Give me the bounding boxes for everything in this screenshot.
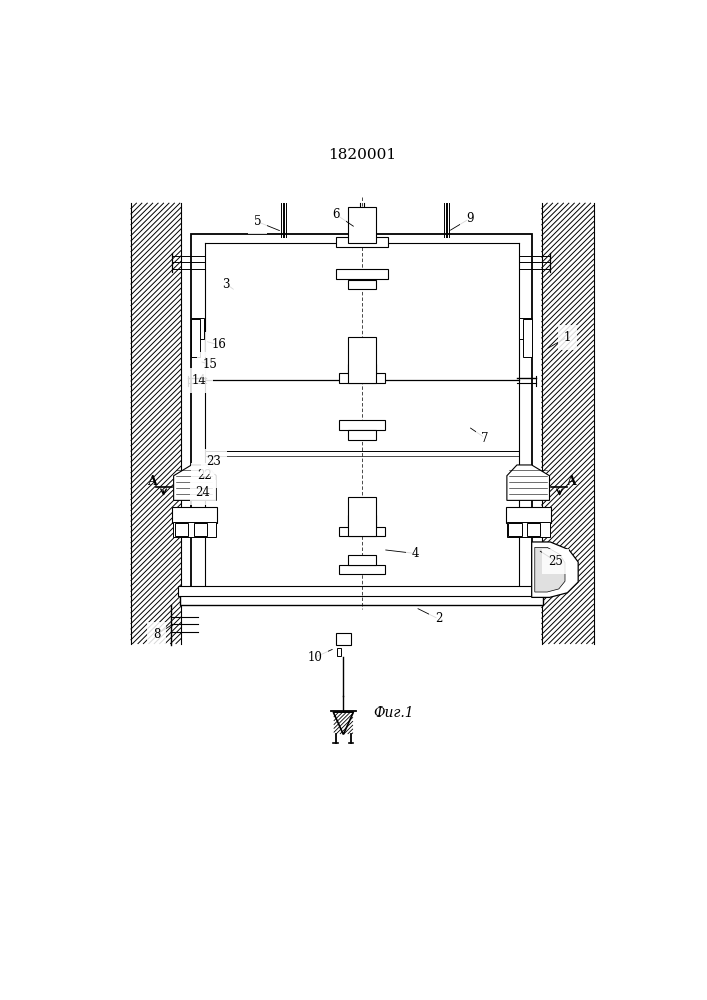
Text: 16: 16: [211, 338, 226, 351]
Bar: [348, 207, 376, 243]
Bar: [339, 420, 385, 430]
Bar: [348, 515, 376, 526]
Text: 9: 9: [466, 212, 474, 225]
Bar: [348, 337, 376, 383]
Polygon shape: [507, 465, 549, 500]
Text: A: A: [566, 475, 576, 488]
Text: 22: 22: [197, 469, 212, 482]
Text: Фиг.1: Фиг.1: [373, 706, 414, 720]
Bar: [508, 523, 522, 536]
Polygon shape: [333, 712, 354, 734]
Text: 25: 25: [548, 555, 563, 568]
Text: 8: 8: [153, 628, 160, 641]
Bar: [348, 364, 376, 374]
Bar: [192, 234, 532, 601]
Text: 3: 3: [223, 278, 230, 291]
Bar: [519, 318, 532, 339]
Bar: [339, 373, 385, 383]
Bar: [337, 237, 387, 247]
Text: 1: 1: [563, 331, 571, 344]
Bar: [348, 497, 376, 536]
Polygon shape: [532, 542, 578, 597]
Text: 15: 15: [203, 358, 218, 371]
Bar: [173, 522, 216, 537]
Bar: [172, 507, 217, 523]
Bar: [192, 318, 204, 339]
Bar: [348, 280, 376, 289]
Polygon shape: [174, 465, 216, 500]
Bar: [337, 648, 341, 656]
Text: 23: 23: [206, 455, 221, 468]
Text: 2: 2: [435, 612, 443, 625]
Bar: [178, 586, 545, 596]
Bar: [339, 527, 385, 536]
Text: 4: 4: [411, 547, 419, 560]
Text: 14: 14: [192, 374, 206, 387]
Bar: [348, 430, 376, 440]
Bar: [506, 507, 551, 523]
Bar: [337, 269, 387, 279]
Bar: [507, 522, 550, 537]
Bar: [336, 633, 351, 645]
Text: 24: 24: [196, 486, 211, 499]
Bar: [348, 555, 376, 565]
Polygon shape: [534, 547, 565, 592]
Text: 5: 5: [254, 215, 261, 228]
Text: 1820001: 1820001: [328, 148, 396, 162]
Bar: [180, 593, 543, 605]
Bar: [523, 319, 532, 357]
Text: 10: 10: [308, 651, 322, 664]
Text: A: A: [147, 475, 157, 488]
Text: 6: 6: [332, 208, 340, 221]
Bar: [175, 523, 188, 536]
Text: 7: 7: [481, 432, 489, 445]
Bar: [192, 319, 200, 357]
Bar: [339, 565, 385, 574]
Bar: [194, 523, 207, 536]
Bar: [527, 523, 540, 536]
